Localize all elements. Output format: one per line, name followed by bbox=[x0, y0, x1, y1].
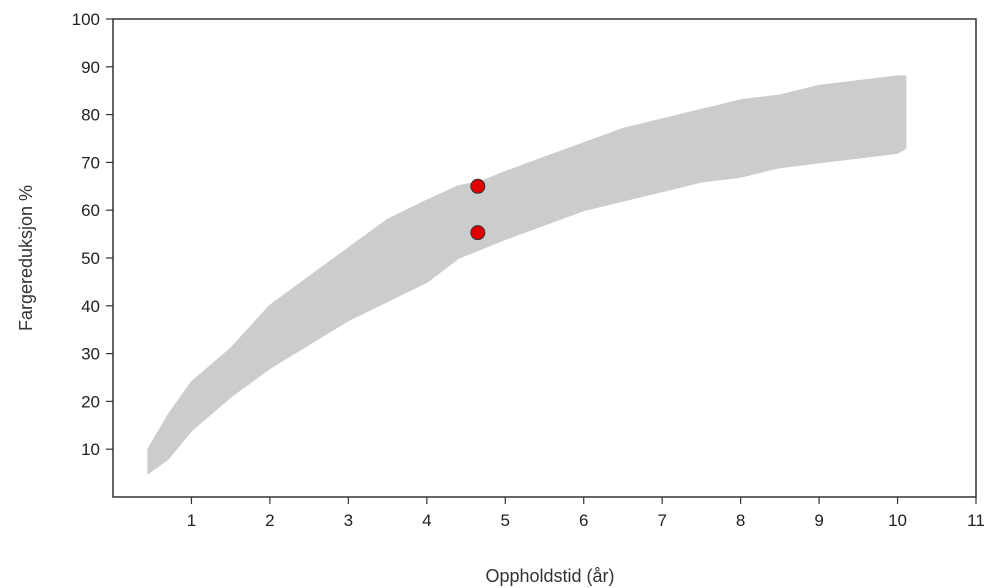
y-tick-label: 70 bbox=[81, 153, 100, 172]
x-tick-label: 3 bbox=[344, 511, 353, 530]
x-tick-label: 5 bbox=[501, 511, 510, 530]
confidence-band-layer bbox=[147, 75, 907, 475]
data-points bbox=[470, 178, 486, 241]
y-axis-ticks: 10 20 30 40 50 60 70 80 90 100 bbox=[72, 10, 113, 459]
y-tick-label: 40 bbox=[81, 297, 100, 316]
y-tick-label: 80 bbox=[81, 106, 100, 125]
x-axis-ticks: 1 2 3 4 5 6 7 8 9 10 11 bbox=[187, 497, 985, 530]
data-point bbox=[470, 225, 486, 241]
x-tick-label: 8 bbox=[736, 511, 745, 530]
y-tick-label: 60 bbox=[81, 201, 100, 220]
x-tick-label: 11 bbox=[967, 511, 985, 530]
y-tick-label: 50 bbox=[81, 249, 100, 268]
y-tick-label: 90 bbox=[81, 58, 100, 77]
data-point bbox=[470, 178, 486, 194]
x-tick-label: 10 bbox=[888, 511, 907, 530]
x-tick-label: 7 bbox=[657, 511, 666, 530]
x-axis-title: Oppholdstid (år) bbox=[485, 566, 614, 586]
x-tick-label: 6 bbox=[579, 511, 588, 530]
y-tick-label: 20 bbox=[81, 392, 100, 411]
x-tick-label: 1 bbox=[187, 511, 196, 530]
confidence-band bbox=[147, 75, 907, 475]
x-tick-label: 4 bbox=[422, 511, 431, 530]
y-tick-label: 100 bbox=[72, 10, 100, 29]
y-tick-label: 30 bbox=[81, 345, 100, 364]
y-axis-title: Fargereduksjon % bbox=[16, 185, 36, 331]
x-tick-label: 2 bbox=[265, 511, 274, 530]
x-tick-label: 9 bbox=[814, 511, 823, 530]
y-tick-label: 10 bbox=[81, 440, 100, 459]
